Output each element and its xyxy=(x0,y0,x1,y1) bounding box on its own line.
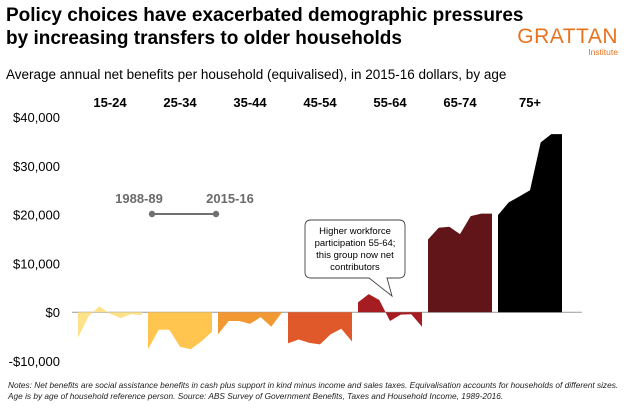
chart-notes: Notes: Net benefits are social assistanc… xyxy=(8,380,623,402)
group-label-55-64: 55-64 xyxy=(373,95,407,110)
logo-wordmark: GRATTAN xyxy=(517,25,618,48)
y-tick-label: $10,000 xyxy=(13,256,60,271)
legend-end-label: 2015-16 xyxy=(206,191,254,206)
area-series-65-74 xyxy=(428,213,492,313)
notes-line-1: Notes: Net benefits are social assistanc… xyxy=(8,380,619,390)
legend-start-marker xyxy=(148,210,156,218)
group-label-45-54: 45-54 xyxy=(303,95,337,110)
chart-title-line-1: Policy choices have exacerbated demograp… xyxy=(6,5,524,26)
logo-subtitle: Institute xyxy=(588,47,618,57)
area-series-75+ xyxy=(498,134,562,313)
notes-line-2: Age is by age of household reference per… xyxy=(8,391,504,401)
group-label-75+: 75+ xyxy=(519,95,541,110)
area-series-15-24 xyxy=(78,306,142,338)
annotation-line: Higher workforce xyxy=(319,226,391,237)
annotation-text: Higher workforce participation 55-64; this… xyxy=(315,226,396,273)
group-label-25-34: 25-34 xyxy=(163,95,197,110)
area-series-45-54 xyxy=(288,312,352,345)
chart-subtitle: Average annual net benefits per househol… xyxy=(6,67,507,82)
y-tick-label: $30,000 xyxy=(13,159,60,174)
group-label-65-74: 65-74 xyxy=(443,95,477,110)
area-series-55-64 xyxy=(358,294,422,327)
annotation-line: participation 55-64; xyxy=(315,238,396,249)
y-tick-label: $0 xyxy=(46,305,60,320)
grattan-logo: GRATTAN Institute xyxy=(517,26,618,57)
y-tick-label: $20,000 xyxy=(13,208,60,223)
legend-end-marker xyxy=(212,210,220,218)
chart-title-line-2: by increasing transfers to older househo… xyxy=(6,28,402,49)
annotation-line: contributors xyxy=(330,262,380,273)
chart-title: Policy choices have exacerbated demograp… xyxy=(6,4,526,50)
area-series-35-44 xyxy=(218,312,282,335)
annotation-callout-box xyxy=(304,219,406,298)
y-tick-label: $40,000 xyxy=(13,110,60,125)
annotation-line: this group now net xyxy=(316,250,394,261)
group-label-15-24: 15-24 xyxy=(93,95,127,110)
legend-start-label: 1988-89 xyxy=(115,191,163,206)
y-tick-label: -$10,000 xyxy=(9,354,60,369)
group-label-35-44: 35-44 xyxy=(233,95,267,110)
area-series-25-34 xyxy=(148,312,212,350)
